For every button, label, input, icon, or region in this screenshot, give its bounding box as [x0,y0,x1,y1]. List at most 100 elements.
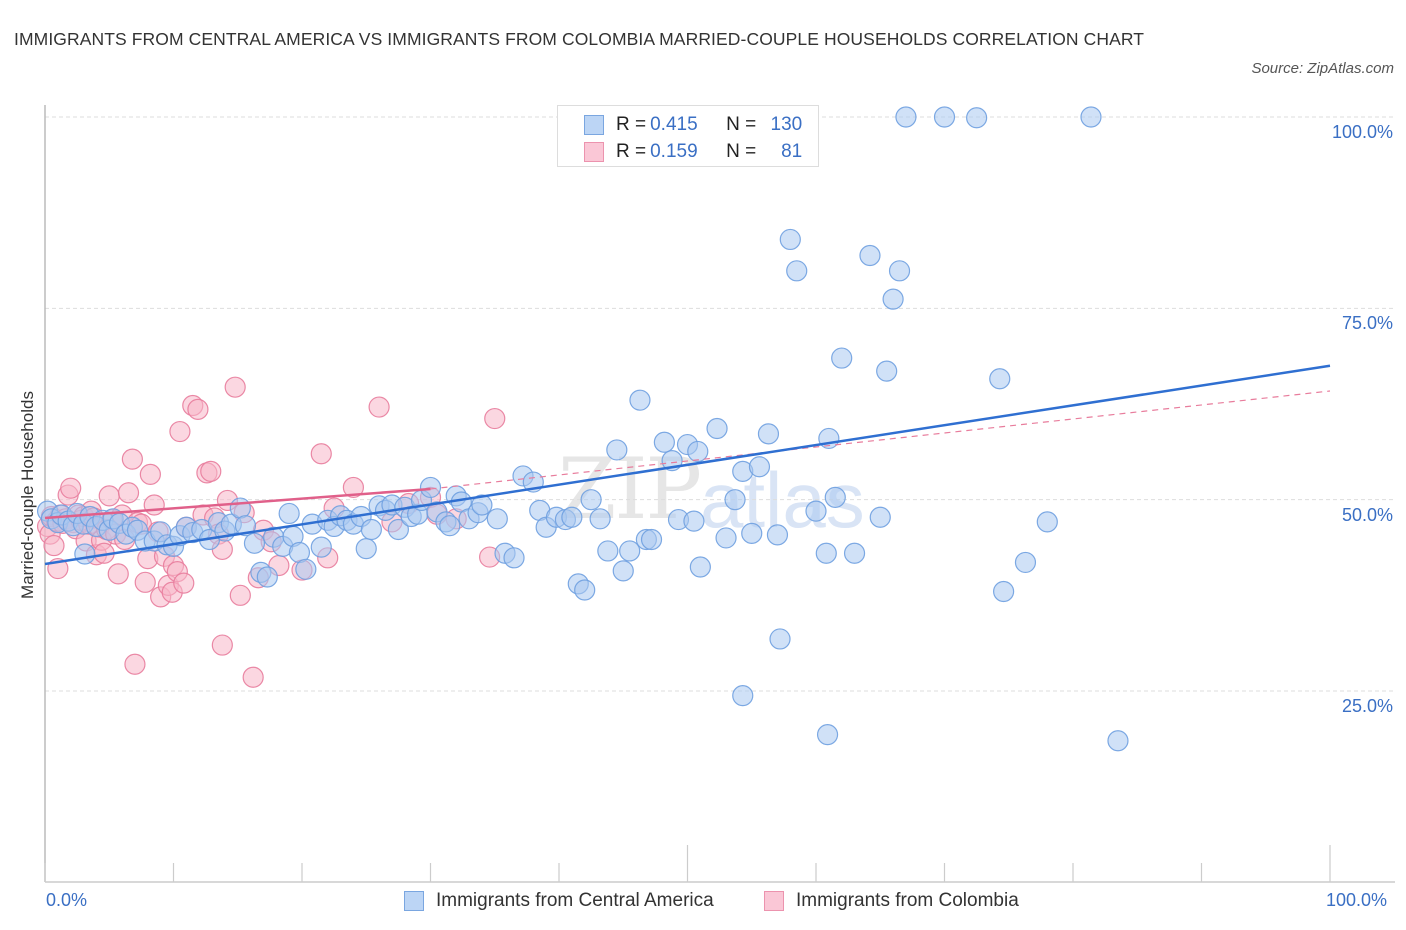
legend-label: Immigrants from Central America [436,890,714,911]
legend-label: Immigrants from Colombia [796,890,1019,911]
data-point [107,563,129,585]
data-point [503,547,525,569]
data-point [843,542,866,564]
data-point [933,106,956,128]
data-point [143,494,165,516]
data-point [169,420,191,443]
source-label: Source: ZipAtlas.com [1251,60,1394,77]
data-point [139,463,161,486]
data-point [224,376,246,398]
data-point [256,566,278,588]
data-point [597,540,619,562]
data-point [805,500,827,522]
data-point [706,417,728,440]
data-points [36,106,1129,752]
data-point [779,228,801,251]
data-point [355,538,377,560]
data-point [612,560,634,582]
data-point [342,476,364,499]
data-point [242,666,264,688]
data-point [387,518,409,541]
bottom-legend: Immigrants from Central America Immigran… [0,888,1406,916]
data-point [134,571,156,593]
r-label: R = [616,141,647,162]
data-point [295,558,317,580]
data-point [187,398,209,420]
data-point [229,497,251,519]
data-point [989,368,1011,390]
data-point [689,556,711,578]
data-point [471,494,493,516]
data-point [589,508,611,530]
data-point [748,456,771,478]
data-point [484,407,506,430]
legend-item-colombia[interactable]: Immigrants from Colombia [764,890,1019,912]
data-point [368,396,390,418]
y-tick-label: 75.0% [1341,313,1393,334]
r-label: R = [616,114,647,135]
legend-swatch-blue [584,115,604,135]
series-immigrants-from-central-america [36,106,1129,752]
data-point [606,439,628,461]
data-point [895,106,917,128]
data-point [993,580,1015,603]
stats-row-colombia: R = 0.159 N = 81 [584,139,802,165]
data-point [786,260,808,282]
data-point [683,510,705,532]
trend-line-colombia [44,487,431,520]
stats-row-central-america: R = 0.415 N = 130 [584,112,802,138]
data-point [200,460,222,482]
data-point [1036,511,1058,533]
legend-swatch-pink [764,891,784,911]
data-point [43,534,65,557]
data-point [561,506,583,528]
data-point [74,543,96,565]
legend-swatch-blue [404,891,424,911]
axes [44,105,1395,883]
data-point [439,515,461,537]
data-point [1080,106,1102,128]
data-point [310,536,332,558]
data-point [229,584,251,606]
trend-line-colombia-dashed [430,390,1331,490]
data-point [419,476,442,499]
data-point [1107,730,1129,752]
data-point [629,389,651,411]
n-label: N = [726,114,757,135]
data-point [732,684,754,707]
data-point [888,260,911,282]
data-point [124,653,146,675]
r-value: 0.415 [650,114,698,135]
data-point [580,489,602,511]
data-point [360,518,382,541]
stats-legend: R = 0.415 N = 130 R = 0.159 N = 81 [557,105,819,167]
data-point [816,724,839,746]
data-point [831,347,853,369]
n-value: 81 [781,141,803,162]
data-point [98,485,120,507]
data-point [243,532,266,554]
data-point [619,540,641,562]
legend-item-central-america[interactable]: Immigrants from Central America [404,890,714,912]
data-point [869,506,891,528]
n-value: 130 [770,114,803,135]
data-point [117,482,140,504]
data-point [687,440,709,463]
y-tick-label: 50.0% [1341,504,1393,525]
data-point [741,522,763,544]
data-point [876,360,898,382]
data-point [640,528,663,551]
trend-lines [44,364,1331,566]
data-point [310,443,332,465]
x-axis-min-label: 0.0% [46,890,88,910]
trend-line-central-america [44,364,1331,566]
gridlines [45,116,1395,692]
y-tick-label: 25.0% [1341,696,1393,716]
data-point [278,502,300,525]
data-point [574,579,596,601]
data-point [757,423,780,445]
data-point [766,524,789,546]
data-point [173,572,195,594]
data-point [234,515,257,537]
data-point [1014,551,1037,574]
